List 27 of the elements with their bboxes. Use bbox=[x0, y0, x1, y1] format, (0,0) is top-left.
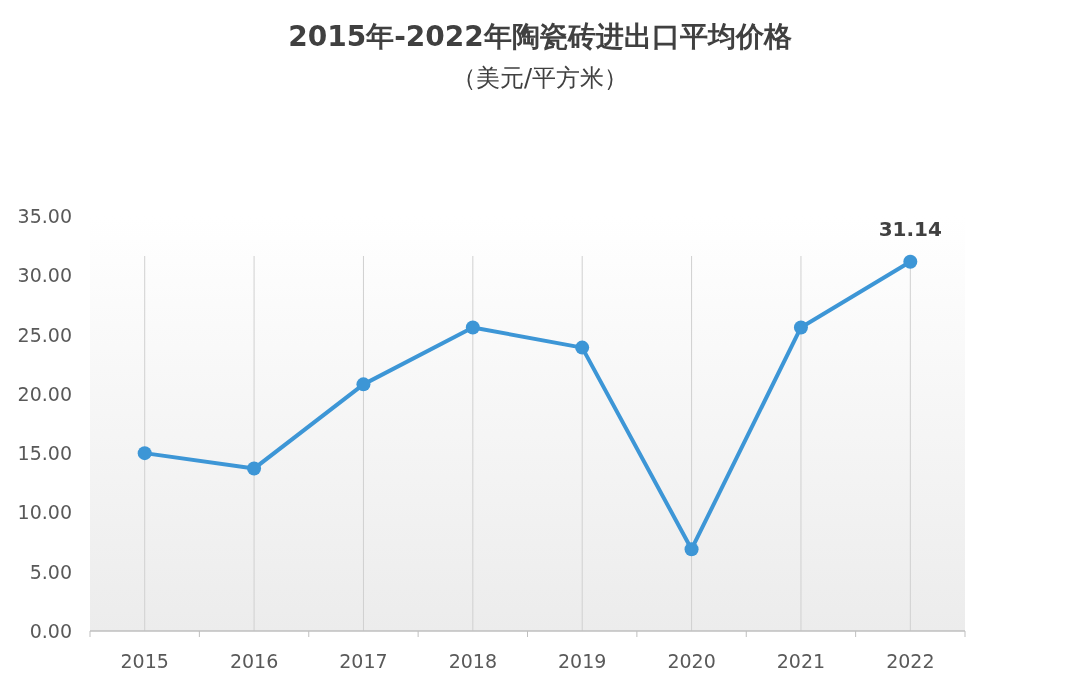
point bbox=[137, 446, 152, 461]
x-tick-label: 2019 bbox=[558, 650, 607, 672]
y-tick-label: 25.00 bbox=[17, 323, 72, 346]
x-tick-label: 2020 bbox=[667, 650, 716, 672]
y-tick-label: 30.00 bbox=[17, 264, 72, 287]
point bbox=[575, 340, 590, 355]
point bbox=[356, 377, 371, 392]
x-tick-label: 2022 bbox=[886, 650, 935, 672]
y-tick-label: 10.00 bbox=[17, 501, 72, 524]
point bbox=[793, 320, 808, 335]
y-tick-label: 0.00 bbox=[29, 620, 72, 642]
chart-title: 2015年-2022年陶瓷砖进出口平均价格 bbox=[288, 20, 792, 53]
y-tick-label: 15.00 bbox=[17, 442, 72, 465]
x-tick-label: 2017 bbox=[339, 650, 388, 672]
x-tick-label: 2021 bbox=[776, 650, 826, 672]
point bbox=[684, 542, 699, 557]
x-tick-label: 2015 bbox=[120, 650, 169, 672]
y-tick-label: 20.00 bbox=[17, 382, 72, 405]
point bbox=[247, 461, 262, 476]
point bbox=[465, 320, 480, 335]
chart-subtitle: （美元/平方米） bbox=[451, 64, 629, 92]
y-tick-label: 5.00 bbox=[29, 560, 72, 583]
x-tick-label: 2016 bbox=[229, 650, 279, 672]
x-tick-label: 2018 bbox=[448, 650, 497, 672]
data-label: 31.14 bbox=[878, 216, 942, 241]
point bbox=[903, 254, 918, 269]
y-tick-label: 35.00 bbox=[17, 205, 72, 227]
